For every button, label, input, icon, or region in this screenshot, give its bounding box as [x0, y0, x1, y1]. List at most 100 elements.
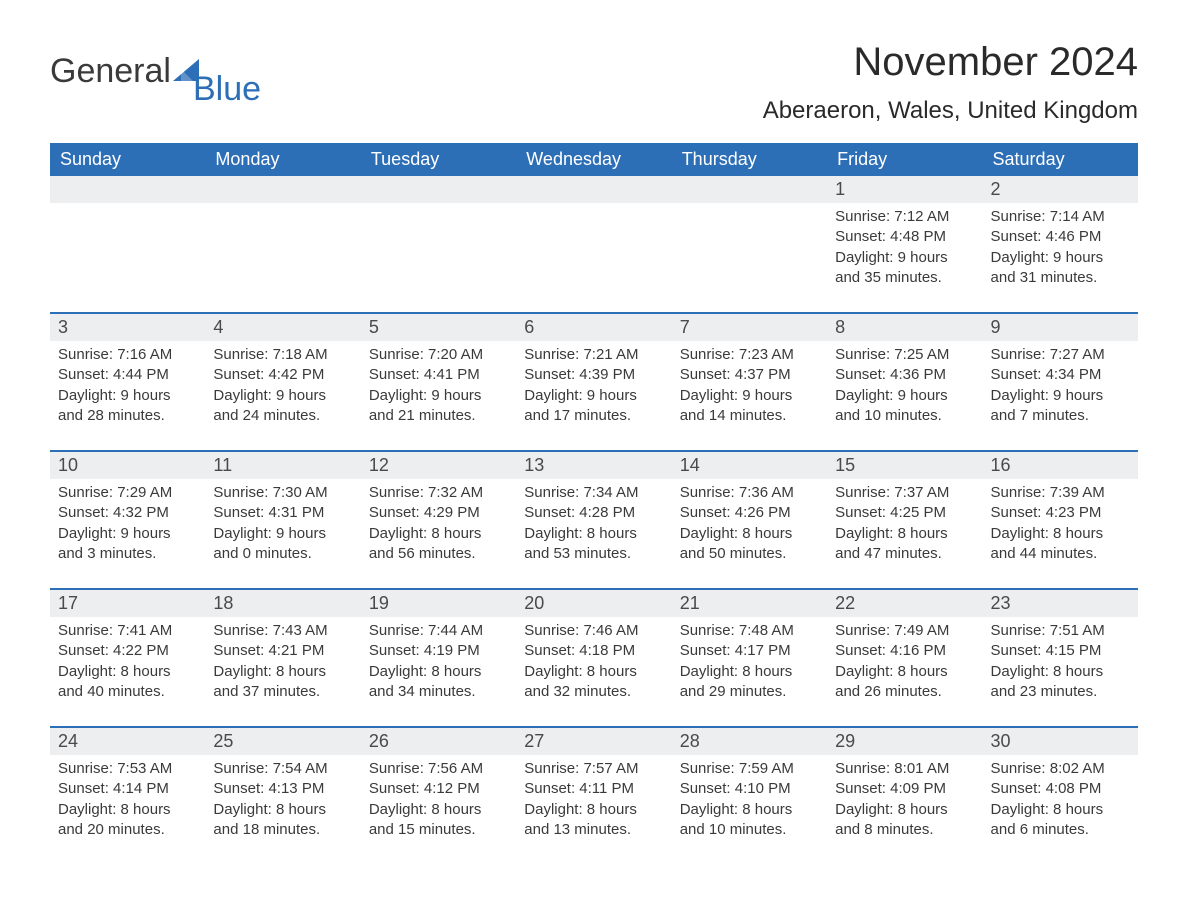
- day-number: 22: [827, 590, 982, 617]
- day-body: Sunrise: 7:37 AMSunset: 4:25 PMDaylight:…: [827, 479, 982, 588]
- day-cell: 6Sunrise: 7:21 AMSunset: 4:39 PMDaylight…: [516, 313, 671, 451]
- day-body: Sunrise: 7:14 AMSunset: 4:46 PMDaylight:…: [983, 203, 1138, 312]
- day-number: 26: [361, 728, 516, 755]
- calendar-table: Sunday Monday Tuesday Wednesday Thursday…: [50, 143, 1138, 864]
- sunset-line: Sunset: 4:37 PM: [680, 365, 819, 385]
- day-number: [516, 176, 671, 203]
- header: General Blue November 2024 Aberaeron, Wa…: [50, 40, 1138, 135]
- day-number: 28: [672, 728, 827, 755]
- sunset-line: Sunset: 4:16 PM: [835, 641, 974, 661]
- sunset-line: Sunset: 4:09 PM: [835, 779, 974, 799]
- sunset-line: Sunset: 4:46 PM: [991, 227, 1130, 247]
- sunset-line: Sunset: 4:28 PM: [524, 503, 663, 523]
- sunrise-line: Sunrise: 7:59 AM: [680, 759, 819, 779]
- daylight-line: Daylight: 8 hours and 15 minutes.: [369, 800, 508, 841]
- day-body: Sunrise: 7:53 AMSunset: 4:14 PMDaylight:…: [50, 755, 205, 864]
- sunrise-line: Sunrise: 7:39 AM: [991, 483, 1130, 503]
- day-cell: 4Sunrise: 7:18 AMSunset: 4:42 PMDaylight…: [205, 313, 360, 451]
- daylight-line: Daylight: 9 hours and 24 minutes.: [213, 386, 352, 427]
- day-body: Sunrise: 8:02 AMSunset: 4:08 PMDaylight:…: [983, 755, 1138, 864]
- day-body: Sunrise: 7:54 AMSunset: 4:13 PMDaylight:…: [205, 755, 360, 864]
- logo-text-blue: Blue: [193, 70, 261, 109]
- day-cell: 9Sunrise: 7:27 AMSunset: 4:34 PMDaylight…: [983, 313, 1138, 451]
- daylight-line: Daylight: 8 hours and 18 minutes.: [213, 800, 352, 841]
- day-cell: 7Sunrise: 7:23 AMSunset: 4:37 PMDaylight…: [672, 313, 827, 451]
- day-number: 23: [983, 590, 1138, 617]
- daylight-line: Daylight: 9 hours and 28 minutes.: [58, 386, 197, 427]
- daylight-line: Daylight: 8 hours and 26 minutes.: [835, 662, 974, 703]
- day-cell: [672, 176, 827, 313]
- day-cell: 29Sunrise: 8:01 AMSunset: 4:09 PMDayligh…: [827, 727, 982, 864]
- sunrise-line: Sunrise: 7:54 AM: [213, 759, 352, 779]
- title-block: November 2024 Aberaeron, Wales, United K…: [763, 40, 1138, 135]
- daylight-line: Daylight: 8 hours and 23 minutes.: [991, 662, 1130, 703]
- day-cell: 18Sunrise: 7:43 AMSunset: 4:21 PMDayligh…: [205, 589, 360, 727]
- daylight-line: Daylight: 8 hours and 44 minutes.: [991, 524, 1130, 565]
- day-number: 12: [361, 452, 516, 479]
- day-body: Sunrise: 7:57 AMSunset: 4:11 PMDaylight:…: [516, 755, 671, 864]
- sunset-line: Sunset: 4:48 PM: [835, 227, 974, 247]
- sunrise-line: Sunrise: 7:34 AM: [524, 483, 663, 503]
- day-number: 8: [827, 314, 982, 341]
- calendar-body: 1Sunrise: 7:12 AMSunset: 4:48 PMDaylight…: [50, 176, 1138, 864]
- sunset-line: Sunset: 4:12 PM: [369, 779, 508, 799]
- sunset-line: Sunset: 4:15 PM: [991, 641, 1130, 661]
- day-body: Sunrise: 7:18 AMSunset: 4:42 PMDaylight:…: [205, 341, 360, 450]
- sunset-line: Sunset: 4:31 PM: [213, 503, 352, 523]
- dow-header: Sunday: [50, 143, 205, 176]
- daylight-line: Daylight: 9 hours and 31 minutes.: [991, 248, 1130, 289]
- sunrise-line: Sunrise: 7:53 AM: [58, 759, 197, 779]
- logo-text-general: General: [50, 52, 171, 91]
- day-cell: [205, 176, 360, 313]
- day-body: Sunrise: 7:39 AMSunset: 4:23 PMDaylight:…: [983, 479, 1138, 588]
- day-number: 25: [205, 728, 360, 755]
- sunset-line: Sunset: 4:39 PM: [524, 365, 663, 385]
- day-body: Sunrise: 7:44 AMSunset: 4:19 PMDaylight:…: [361, 617, 516, 726]
- sunset-line: Sunset: 4:32 PM: [58, 503, 197, 523]
- sunrise-line: Sunrise: 7:57 AM: [524, 759, 663, 779]
- daylight-line: Daylight: 8 hours and 50 minutes.: [680, 524, 819, 565]
- daylight-line: Daylight: 8 hours and 56 minutes.: [369, 524, 508, 565]
- sunrise-line: Sunrise: 7:25 AM: [835, 345, 974, 365]
- day-body: Sunrise: 7:20 AMSunset: 4:41 PMDaylight:…: [361, 341, 516, 450]
- day-number: [672, 176, 827, 203]
- day-body: Sunrise: 7:41 AMSunset: 4:22 PMDaylight:…: [50, 617, 205, 726]
- day-cell: 13Sunrise: 7:34 AMSunset: 4:28 PMDayligh…: [516, 451, 671, 589]
- day-body: Sunrise: 7:34 AMSunset: 4:28 PMDaylight:…: [516, 479, 671, 588]
- sunset-line: Sunset: 4:26 PM: [680, 503, 819, 523]
- day-body: [205, 203, 360, 299]
- sunset-line: Sunset: 4:19 PM: [369, 641, 508, 661]
- day-number: 3: [50, 314, 205, 341]
- sunrise-line: Sunrise: 7:16 AM: [58, 345, 197, 365]
- sunset-line: Sunset: 4:29 PM: [369, 503, 508, 523]
- day-cell: [516, 176, 671, 313]
- sunrise-line: Sunrise: 7:37 AM: [835, 483, 974, 503]
- sunrise-line: Sunrise: 7:49 AM: [835, 621, 974, 641]
- sunset-line: Sunset: 4:36 PM: [835, 365, 974, 385]
- daylight-line: Daylight: 9 hours and 35 minutes.: [835, 248, 974, 289]
- dow-header: Friday: [827, 143, 982, 176]
- day-cell: 14Sunrise: 7:36 AMSunset: 4:26 PMDayligh…: [672, 451, 827, 589]
- daylight-line: Daylight: 8 hours and 13 minutes.: [524, 800, 663, 841]
- sunrise-line: Sunrise: 7:29 AM: [58, 483, 197, 503]
- day-body: Sunrise: 7:43 AMSunset: 4:21 PMDaylight:…: [205, 617, 360, 726]
- day-number: 9: [983, 314, 1138, 341]
- day-number: 16: [983, 452, 1138, 479]
- logo: General Blue: [50, 52, 267, 91]
- week-row: 17Sunrise: 7:41 AMSunset: 4:22 PMDayligh…: [50, 589, 1138, 727]
- daylight-line: Daylight: 9 hours and 14 minutes.: [680, 386, 819, 427]
- daylight-line: Daylight: 9 hours and 3 minutes.: [58, 524, 197, 565]
- day-number: 19: [361, 590, 516, 617]
- week-row: 10Sunrise: 7:29 AMSunset: 4:32 PMDayligh…: [50, 451, 1138, 589]
- dow-header: Thursday: [672, 143, 827, 176]
- day-cell: [50, 176, 205, 313]
- day-body: Sunrise: 7:29 AMSunset: 4:32 PMDaylight:…: [50, 479, 205, 588]
- day-body: Sunrise: 7:49 AMSunset: 4:16 PMDaylight:…: [827, 617, 982, 726]
- day-cell: 16Sunrise: 7:39 AMSunset: 4:23 PMDayligh…: [983, 451, 1138, 589]
- day-body: [672, 203, 827, 299]
- sunset-line: Sunset: 4:22 PM: [58, 641, 197, 661]
- sunset-line: Sunset: 4:41 PM: [369, 365, 508, 385]
- sunset-line: Sunset: 4:17 PM: [680, 641, 819, 661]
- day-body: Sunrise: 7:59 AMSunset: 4:10 PMDaylight:…: [672, 755, 827, 864]
- daylight-line: Daylight: 8 hours and 32 minutes.: [524, 662, 663, 703]
